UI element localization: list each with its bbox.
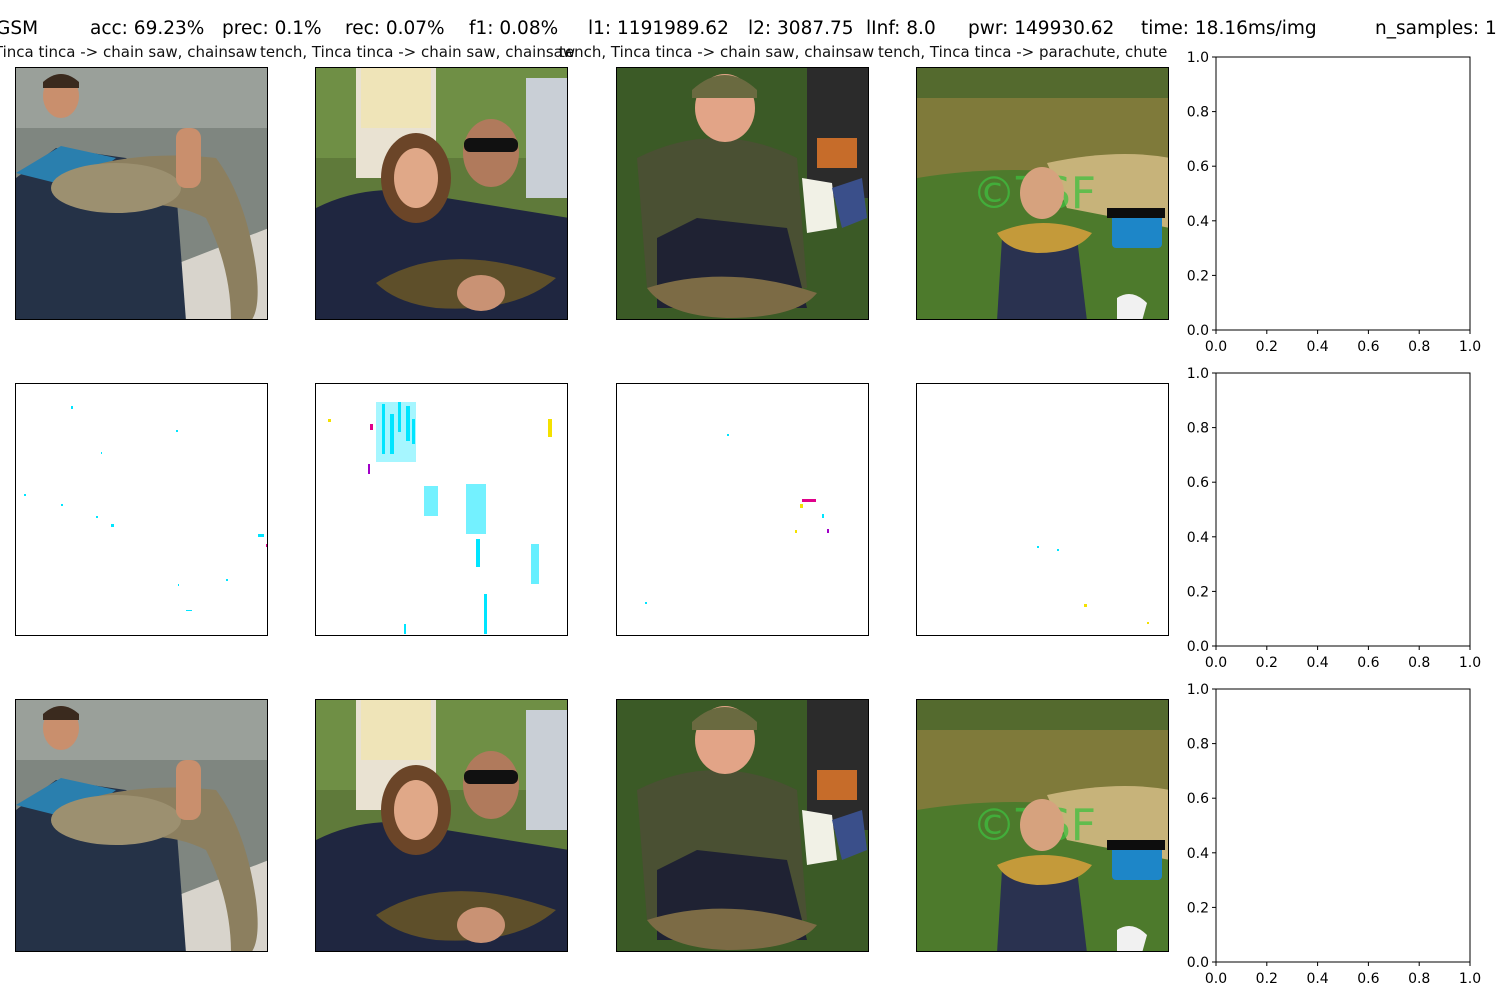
x-tick-label: 0.4 [1306,655,1328,671]
suptitle-power: pwr: 149930.62 [968,18,1115,39]
x-tick-label: 0.6 [1357,339,1379,355]
boy-holding-carp-icon: ©TSF [917,68,1168,319]
original-image-4: ©TSF [916,67,1169,320]
adversarial-image-2 [315,699,568,952]
y-tick-label: 0.8 [1187,737,1209,753]
perturbation-pixels [617,384,868,635]
original-image-2 [315,67,568,320]
x-tick-label: 0.8 [1408,655,1430,671]
y-tick-label: 1.0 [1187,682,1209,698]
suptitle-l2: l2: 3087.75 [748,18,854,39]
column-title-4: tench, Tinca tinca -> parachute, chute [878,43,1168,61]
y-tick-label: 0.8 [1187,105,1209,121]
adversarial-image-1 [15,699,268,952]
y-tick-label: 0.2 [1187,900,1209,916]
perturbation-pixels [917,384,1168,635]
x-tick-label: 0.4 [1306,339,1328,355]
perturbation-map-2 [315,383,568,636]
y-tick-label: 0.0 [1187,955,1209,971]
suptitle-precision: prec: 0.1% [222,18,322,39]
y-tick-label: 0.6 [1187,475,1209,491]
perturbation-map-4 [916,383,1169,636]
axes-frame [1215,688,1471,963]
boy-holding-carp-icon: ©TSF [917,700,1168,951]
perturbation-pixels [16,384,267,635]
perturbation-map-3 [616,383,869,636]
x-tick-label: 1.0 [1459,339,1481,355]
suptitle-accuracy: acc: 69.23% [90,18,205,39]
man-holding-catfish-icon [16,700,267,951]
y-tick-label: 0.2 [1187,584,1209,600]
y-tick-label: 1.0 [1187,50,1209,66]
y-tick-label: 0.6 [1187,791,1209,807]
x-tick-label: 0.4 [1306,971,1328,987]
perturbation-pixels [316,384,567,635]
x-tick-label: 0.8 [1408,971,1430,987]
column-title-1: tench, Tinca tinca -> chain saw, chainsa… [0,43,258,61]
x-tick-label: 0.8 [1408,339,1430,355]
y-tick-label: 0.4 [1187,214,1209,230]
man-kneeling-with-fish-icon [617,68,868,319]
column-title-3: tench, Tinca tinca -> chain saw, chainsa… [559,43,875,61]
empty-axes-1: 0.0 0.2 0.4 0.6 0.8 1.0 0.0 0.2 0.4 0.6 0.8 1.0 [1187,50,1481,355]
y-tick-label: 1.0 [1187,366,1209,382]
x-tick-label: 0.2 [1256,971,1278,987]
x-tick-label: 0.2 [1256,339,1278,355]
man-holding-catfish-icon [16,68,267,319]
y-tick-label: 0.0 [1187,323,1209,339]
suptitle-l1: l1: 1191989.62 [588,18,729,39]
y-tick-label: 0.2 [1187,268,1209,284]
x-tick-label: 0.0 [1205,655,1227,671]
y-tick-label: 0.4 [1187,530,1209,546]
x-tick-label: 1.0 [1459,971,1481,987]
suptitle-recall: rec: 0.07% [345,18,445,39]
x-tick-label: 1.0 [1459,655,1481,671]
axes-frame [1215,372,1471,647]
original-image-1 [15,67,268,320]
adversarial-image-3 [616,699,869,952]
axes-frame [1215,56,1471,331]
suptitle-f1: f1: 0.08% [469,18,559,39]
x-tick-label: 0.6 [1357,655,1379,671]
suptitle-attack-name: GSM [0,18,39,39]
x-tick-label: 0.6 [1357,971,1379,987]
original-image-3 [616,67,869,320]
empty-axes-3: 0.0 0.2 0.4 0.6 0.8 1.0 0.0 0.2 0.4 0.6 0.8 1.0 [1187,682,1481,987]
adversarial-image-4: ©TSF [916,699,1169,952]
y-tick-label: 0.0 [1187,639,1209,655]
perturbation-map-1 [15,383,268,636]
empty-axes-2: 0.0 0.2 0.4 0.6 0.8 1.0 0.0 0.2 0.4 0.6 0.8 1.0 [1187,366,1481,671]
suptitle-linf: lInf: 8.0 [866,18,936,39]
column-title-2: tench, Tinca tinca -> chain saw, chainsa… [260,43,576,61]
suptitle-n-samples: n_samples: 1 [1375,18,1497,39]
y-tick-label: 0.6 [1187,159,1209,175]
x-tick-label: 0.0 [1205,339,1227,355]
suptitle-time: time: 18.16ms/img [1141,18,1317,39]
y-tick-label: 0.4 [1187,846,1209,862]
x-tick-label: 0.2 [1256,655,1278,671]
y-tick-label: 0.8 [1187,421,1209,437]
girl-and-man-holding-fish-icon [316,68,567,319]
man-kneeling-with-fish-icon [617,700,868,951]
girl-and-man-holding-fish-icon [316,700,567,951]
x-tick-label: 0.0 [1205,971,1227,987]
